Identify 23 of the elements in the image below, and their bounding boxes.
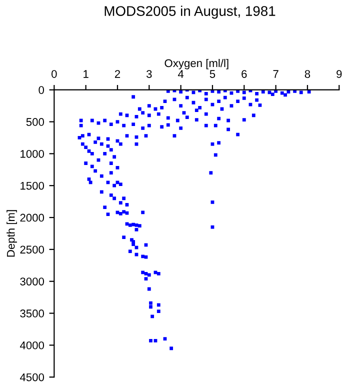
y-tick-label: 3000	[20, 278, 44, 286]
x-tick-label: 3	[146, 70, 152, 78]
y-tick-label: 4000	[20, 341, 44, 350]
y-tick-label: 2000	[20, 214, 44, 222]
chart-title: MODS2005 in August, 1981	[104, 6, 276, 19]
x-tick-label: 7	[273, 70, 278, 78]
x-tick-label: 9	[336, 70, 342, 78]
y-tick-label: 4500	[20, 373, 44, 382]
y-axis-title: Depth [m]	[6, 210, 17, 257]
x-axis-title: Oxygen [ml/l]	[164, 58, 228, 70]
y-tick-label: 2500	[20, 246, 44, 254]
x-tick-label: 2	[114, 70, 120, 78]
y-tick-label: 1500	[20, 182, 44, 190]
x-tick-label: 0	[52, 70, 57, 78]
x-tick-label: 5	[210, 70, 216, 78]
x-tick-label: 8	[304, 70, 310, 78]
x-tick-label: 4	[178, 70, 184, 78]
y-tick-label: 1000	[20, 150, 44, 158]
y-tick-label: 3500	[20, 310, 44, 318]
x-tick-label: 1	[84, 70, 88, 78]
x-tick-label: 6	[242, 70, 247, 78]
y-tick-label: 500	[26, 118, 44, 126]
y-tick-label: 0	[38, 86, 44, 94]
